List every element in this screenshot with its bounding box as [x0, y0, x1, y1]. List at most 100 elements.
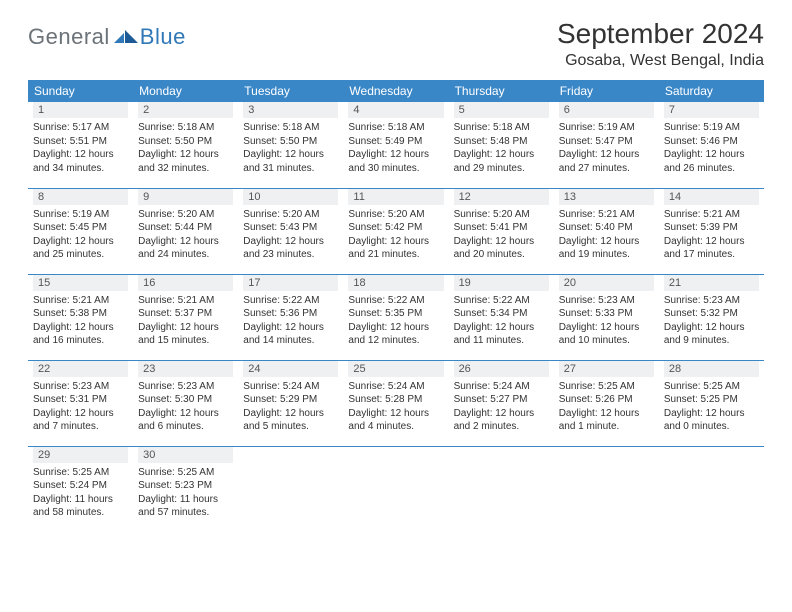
- sunrise-line: Sunrise: 5:18 AM: [454, 122, 530, 133]
- sunrise-line: Sunrise: 5:24 AM: [243, 381, 319, 392]
- day-number: 8: [33, 189, 128, 205]
- sunrise-line: Sunrise: 5:21 AM: [33, 295, 109, 306]
- sunrise-line: Sunrise: 5:19 AM: [559, 122, 635, 133]
- calendar-day-cell: 8Sunrise: 5:19 AMSunset: 5:45 PMDaylight…: [28, 188, 133, 274]
- sunset-line: Sunset: 5:50 PM: [138, 136, 212, 147]
- day-number: 25: [348, 361, 443, 377]
- title-block: September 2024 Gosaba, West Bengal, Indi…: [557, 18, 764, 70]
- logo-triangle-icon: [114, 27, 138, 45]
- daylight-line: Daylight: 12 hours and 20 minutes.: [454, 236, 535, 261]
- day-number: 18: [348, 275, 443, 291]
- calendar-day-cell: 13Sunrise: 5:21 AMSunset: 5:40 PMDayligh…: [554, 188, 659, 274]
- day-number: 20: [559, 275, 654, 291]
- daylight-line: Daylight: 12 hours and 2 minutes.: [454, 408, 535, 433]
- calendar-day-cell: 20Sunrise: 5:23 AMSunset: 5:33 PMDayligh…: [554, 274, 659, 360]
- day-info: Sunrise: 5:22 AMSunset: 5:35 PMDaylight:…: [348, 294, 443, 348]
- sunrise-line: Sunrise: 5:18 AM: [138, 122, 214, 133]
- calendar-day-cell: [554, 446, 659, 532]
- day-info: Sunrise: 5:20 AMSunset: 5:43 PMDaylight:…: [243, 208, 338, 262]
- daylight-line: Daylight: 12 hours and 5 minutes.: [243, 408, 324, 433]
- day-info: Sunrise: 5:20 AM Sunset: 5:42 PM Daylight:…: [348, 208, 443, 262]
- day-info: Sunrise: 5:20 AMSunset: 5:44 PMDaylight:…: [138, 208, 233, 262]
- day-number: 14: [664, 189, 759, 205]
- calendar-day-cell: 12 Sunrise: 5:20 AMSunset: 5:41 PMDayligh…: [449, 188, 554, 274]
- sunrise-line: Sunrise: 5:25 AM: [664, 381, 740, 392]
- daylight-line: Daylight: 12 hours and 32 minutes.: [138, 149, 219, 174]
- sunset-line: Sunset: 5:45 PM: [33, 222, 107, 233]
- sunset-line: Sunset: 5:40 PM: [559, 222, 633, 233]
- logo-text-blue: Blue: [140, 24, 186, 50]
- day-info: Sunrise: 5:20 AMSunset: 5:41 PMDaylight:…: [454, 208, 549, 262]
- sunset-line: Sunset: 5:42 PM: [348, 222, 422, 233]
- day-info: Sunrise: 5:24 AMSunset: 5:29 PMDaylight:…: [243, 380, 338, 434]
- daylight-line: Daylight: 12 hours and 14 minutes.: [243, 322, 324, 347]
- calendar-day-cell: 23Sunrise: 5:23 AMSunset: 5:30 PMDayligh…: [133, 360, 238, 446]
- day-number: 1: [33, 102, 128, 118]
- calendar-week-row: 29Sunrise: 5:25 AMSunset: 5:24 PMDayligh…: [28, 446, 764, 532]
- day-number: 19: [454, 275, 549, 291]
- sunrise-line: Sunrise: 5:21 AM: [664, 209, 740, 220]
- sunset-line: Sunset: 5:30 PM: [138, 394, 212, 405]
- calendar-day-cell: [238, 446, 343, 532]
- daylight-line: Daylight: 12 hours and 11 minutes.: [454, 322, 535, 347]
- calendar-day-cell: 15Sunrise: 5:21 AMSunset: 5:38 PMDayligh…: [28, 274, 133, 360]
- daylight-line: Daylight: 12 hours and 7 minutes.: [33, 408, 114, 433]
- daylight-line: Daylight: 12 hours and 23 minutes.: [243, 236, 324, 261]
- weekday-header-row: Sunday Monday Tuesday Wednesday Thursday…: [28, 80, 764, 102]
- sunrise-line: Sunrise: 5:18 AM: [243, 122, 319, 133]
- day-info: Sunrise: 5:21 AMSunset: 5:37 PMDaylight:…: [138, 294, 233, 348]
- sunset-line: Sunset: 5:23 PM: [138, 480, 212, 491]
- day-info: Sunrise: 5:23 AMSunset: 5:32 PMDaylight:…: [664, 294, 759, 348]
- sunrise-line: Sunrise: 5:23 AM: [138, 381, 214, 392]
- sunrise-line: Sunrise: 5:19 AM: [664, 122, 740, 133]
- day-info: Sunrise: 5:18 AM Sunset: 5:50 PM Daylight:…: [243, 121, 338, 175]
- calendar-day-cell: 22Sunrise: 5:23 AMSunset: 5:31 PMDayligh…: [28, 360, 133, 446]
- daylight-line: Daylight: 12 hours and 21 minutes.: [348, 236, 429, 261]
- day-number: 26: [454, 361, 549, 377]
- sunset-line: Sunset: 5:50 PM: [243, 136, 317, 147]
- day-number: 7: [664, 102, 759, 118]
- daylight-line: Daylight: 12 hours and 24 minutes.: [138, 236, 219, 261]
- calendar-table: Sunday Monday Tuesday Wednesday Thursday…: [28, 80, 764, 532]
- daylight-line: Daylight: 12 hours and 0 minutes.: [664, 408, 745, 433]
- calendar-day-cell: [343, 446, 448, 532]
- day-number: 15: [33, 275, 128, 291]
- calendar-day-cell: 4Sunrise: 5:18 AMSunset: 5:49 PMDaylight…: [343, 102, 448, 188]
- daylight-line: Daylight: 11 hours and 57 minutes.: [138, 494, 218, 519]
- sunrise-line: Sunrise: 5:20 AM: [348, 209, 424, 220]
- sunset-line: Sunset: 5:51 PM: [33, 136, 107, 147]
- calendar-day-cell: 2Sunrise: 5:18 AMSunset: 5:50 PMDaylight…: [133, 102, 238, 188]
- daylight-line: Daylight: 12 hours and 31 minutes.: [243, 149, 324, 174]
- daylight-line: Daylight: 12 hours and 6 minutes.: [138, 408, 219, 433]
- calendar-week-row: 15Sunrise: 5:21 AMSunset: 5:38 PMDayligh…: [28, 274, 764, 360]
- weekday-header: Sunday: [28, 80, 133, 102]
- sunrise-line: Sunrise: 5:25 AM: [33, 467, 109, 478]
- day-info: Sunrise: 5:24 AMSunset: 5:27 PMDaylight:…: [454, 380, 549, 434]
- sunrise-line: Sunrise: 5:19 AM: [33, 209, 109, 220]
- sunrise-line: Sunrise: 5:25 AM: [138, 467, 214, 478]
- sunset-line: Sunset: 5:43 PM: [243, 222, 317, 233]
- logo-text-general: General: [28, 24, 110, 50]
- sunset-line: Sunset: 5:34 PM: [454, 308, 528, 319]
- day-info: Sunrise: 5:22 AMSunset: 5:36 PMDaylight:…: [243, 294, 338, 348]
- calendar-day-cell: 5Sunrise: 5:18 AMSunset: 5:48 PMDaylight…: [449, 102, 554, 188]
- sunrise-line: Sunrise: 5:22 AM: [243, 295, 319, 306]
- sunrise-line: Sunrise: 5:25 AM: [559, 381, 635, 392]
- sunrise-line: Sunrise: 5:21 AM: [559, 209, 635, 220]
- sunset-line: Sunset: 5:46 PM: [664, 136, 738, 147]
- daylight-line: Daylight: 12 hours and 30 minutes.: [348, 149, 429, 174]
- sunset-line: Sunset: 5:49 PM: [348, 136, 422, 147]
- day-number: 12: [454, 189, 549, 205]
- day-info: Sunrise: 5:19 AMSunset: 5:45 PMDaylight:…: [33, 208, 128, 262]
- sunrise-line: Sunrise: 5:22 AM: [348, 295, 424, 306]
- logo: General Blue: [28, 24, 186, 50]
- day-info: Sunrise: 5:25 AMSunset: 5:24 PMDaylight:…: [33, 466, 128, 520]
- sunset-line: Sunset: 5:26 PM: [559, 394, 633, 405]
- weekday-header: Wednesday: [343, 80, 448, 102]
- calendar-day-cell: [659, 446, 764, 532]
- day-number: 5: [454, 102, 549, 118]
- calendar-day-cell: 1Sunrise: 5:17 AMSunset: 5:51 PMDaylight…: [28, 102, 133, 188]
- day-number: 22: [33, 361, 128, 377]
- month-title: September 2024: [557, 18, 764, 50]
- calendar-day-cell: 6Sunrise: 5:19 AMSunset: 5:47 PMDaylight…: [554, 102, 659, 188]
